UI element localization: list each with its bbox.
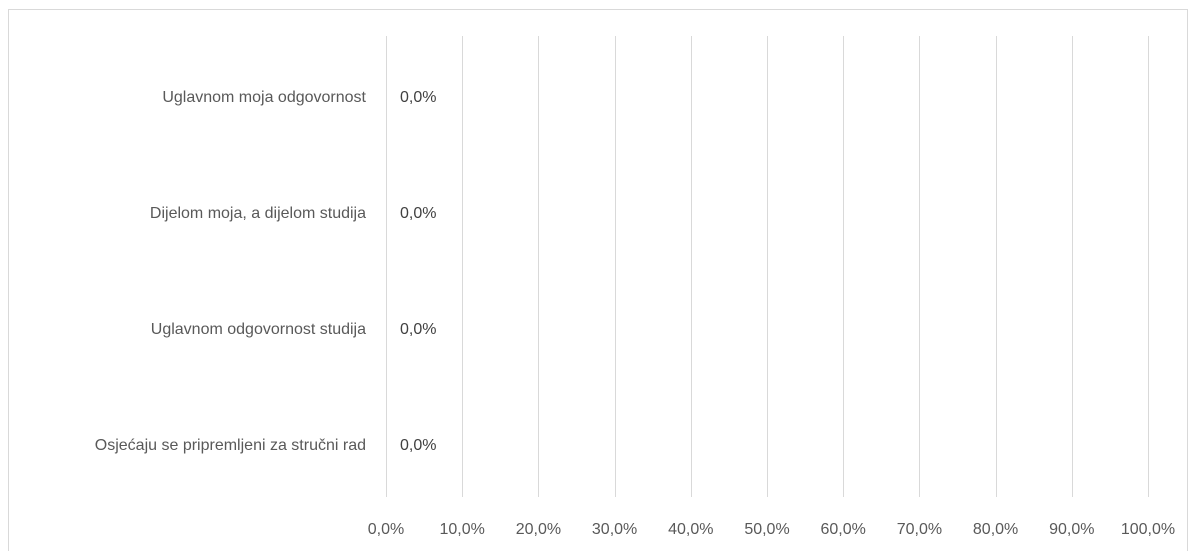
- x-tick-label-8: 80,0%: [973, 521, 1018, 538]
- x-tick-label-3: 30,0%: [592, 521, 637, 538]
- chart-frame: [8, 9, 1188, 551]
- category-label-2: Uglavnom odgovornost studija: [151, 321, 366, 338]
- data-label-3: 0,0%: [400, 437, 436, 454]
- x-tick-label-4: 40,0%: [668, 521, 713, 538]
- x-tick-label-0: 0,0%: [368, 521, 404, 538]
- data-label-1: 0,0%: [400, 205, 436, 222]
- x-tick-label-1: 10,0%: [440, 521, 485, 538]
- x-tick-label-10: 100,0%: [1121, 521, 1175, 538]
- category-label-0: Uglavnom moja odgovornost: [162, 89, 366, 106]
- x-tick-label-6: 60,0%: [821, 521, 866, 538]
- gridlines: [386, 36, 1149, 497]
- x-tick-labels: 0,0% 10,0% 20,0% 30,0% 40,0% 50,0% 60,0% 70,0% 8…: [368, 521, 1175, 538]
- category-label-1: Dijelom moja, a dijelom studija: [150, 205, 366, 222]
- x-tick-label-9: 90,0%: [1049, 521, 1094, 538]
- x-tick-label-2: 20,0%: [516, 521, 561, 538]
- data-labels: 0,0% 0,0% 0,0% 0,0%: [400, 89, 436, 454]
- category-label-3: Osjećaju se pripremljeni za stručni rad: [95, 437, 366, 454]
- category-labels: Uglavnom moja odgovornost Dijelom moja, a…: [95, 89, 367, 454]
- data-label-2: 0,0%: [400, 321, 436, 338]
- x-tick-label-5: 50,0%: [744, 521, 789, 538]
- data-label-0: 0,0%: [400, 89, 436, 106]
- x-tick-label-7: 70,0%: [897, 521, 942, 538]
